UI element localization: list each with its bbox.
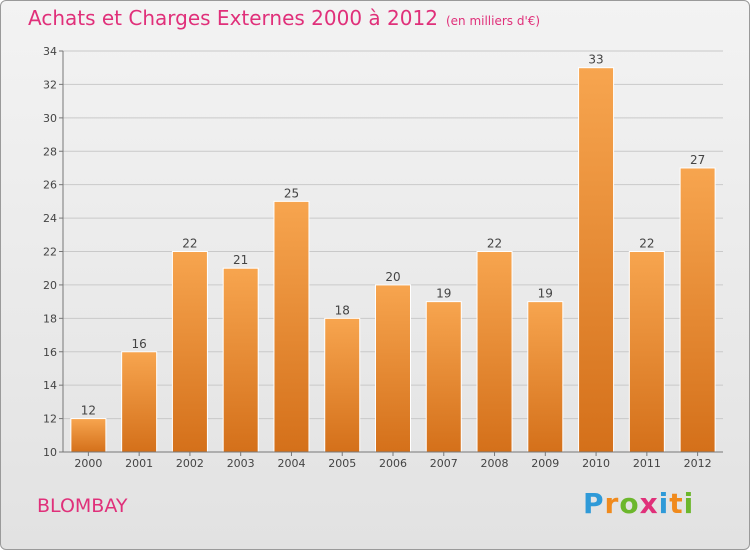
- value-label-2003: 21: [233, 253, 248, 267]
- chart-title-main: Achats et Charges Externes 2000 à 2012: [28, 6, 438, 30]
- value-label-2002: 22: [182, 237, 197, 251]
- bar-2000: [70, 418, 107, 453]
- y-tick-label: 28: [43, 145, 57, 158]
- x-tick-label-2005: 2005: [328, 457, 356, 470]
- value-label-2007: 19: [436, 287, 451, 301]
- x-tick-label-2012: 2012: [684, 457, 712, 470]
- value-label-2011: 22: [639, 237, 654, 251]
- x-tick-label-2001: 2001: [125, 457, 153, 470]
- logo-letter: x: [639, 487, 659, 520]
- x-tick-label-2010: 2010: [582, 457, 610, 470]
- bar-2006: [375, 284, 411, 453]
- y-tick-label: 26: [43, 179, 57, 192]
- commune-name: BLOMBAY: [37, 495, 128, 517]
- x-tick-label-2006: 2006: [379, 457, 407, 470]
- chart-title: Achats et Charges Externes 2000 à 2012 (e…: [28, 6, 540, 30]
- value-label-2004: 25: [284, 186, 299, 200]
- y-tick-label: 32: [43, 78, 57, 91]
- value-label-2005: 18: [335, 303, 350, 317]
- bar-2008: [476, 251, 513, 453]
- logo-letter: i: [683, 487, 695, 520]
- y-tick-label: 18: [43, 312, 57, 325]
- axis-layer: 10 12 14 16 18 20 22 24 26 28 30 32 34 2000 2001 2002 20…: [43, 45, 723, 470]
- bar-2001: [121, 351, 158, 453]
- x-tick-label-2011: 2011: [633, 457, 661, 470]
- x-tick-label-2008: 2008: [481, 457, 509, 470]
- y-tick-label: 16: [43, 346, 57, 359]
- value-label-2012: 27: [690, 153, 705, 167]
- bar-2005: [324, 317, 361, 453]
- bar-2002: [171, 251, 208, 453]
- logo-letter: o: [619, 487, 640, 520]
- value-label-2008: 22: [487, 237, 502, 251]
- x-tick-label-2000: 2000: [74, 457, 102, 470]
- value-label-2006: 20: [385, 270, 400, 284]
- y-tick-label: 34: [43, 45, 57, 58]
- y-tick-label: 12: [43, 413, 57, 426]
- chart-subtitle: (en milliers d'€): [445, 14, 541, 28]
- bar-layer: 12 16 22 21 25 18 20 19 22 19 33 22 27: [70, 53, 716, 453]
- value-label-2000: 12: [81, 404, 96, 418]
- bar-2009: [527, 301, 564, 453]
- bar-2012: [679, 167, 716, 453]
- y-tick-label: 14: [43, 379, 57, 392]
- value-label-2001: 16: [132, 337, 147, 351]
- bar-2010: [578, 67, 615, 453]
- y-tick-label: 20: [43, 279, 57, 292]
- x-tick-label-2002: 2002: [176, 457, 204, 470]
- x-tick-label-2004: 2004: [277, 457, 305, 470]
- logo-letter: r: [604, 487, 620, 520]
- x-tick-label-2003: 2003: [227, 457, 255, 470]
- value-label-2010: 33: [588, 53, 603, 67]
- logo-letter: P: [583, 487, 605, 520]
- y-tick-label: 30: [43, 112, 57, 125]
- x-tick-label-2009: 2009: [531, 457, 559, 470]
- value-label-2009: 19: [538, 287, 553, 301]
- bar-2003: [222, 267, 259, 453]
- proxiti-logo: Proxiti: [583, 487, 694, 520]
- bar-2004: [273, 200, 310, 453]
- logo-letter: t: [669, 487, 684, 520]
- bar-2011: [628, 251, 665, 453]
- logo-letter: i: [658, 487, 670, 520]
- y-tick-label: 22: [43, 246, 57, 259]
- bar-2007: [425, 301, 462, 453]
- y-tick-label: 24: [43, 212, 57, 225]
- y-tick-label: 10: [43, 446, 57, 459]
- x-tick-label-2007: 2007: [430, 457, 458, 470]
